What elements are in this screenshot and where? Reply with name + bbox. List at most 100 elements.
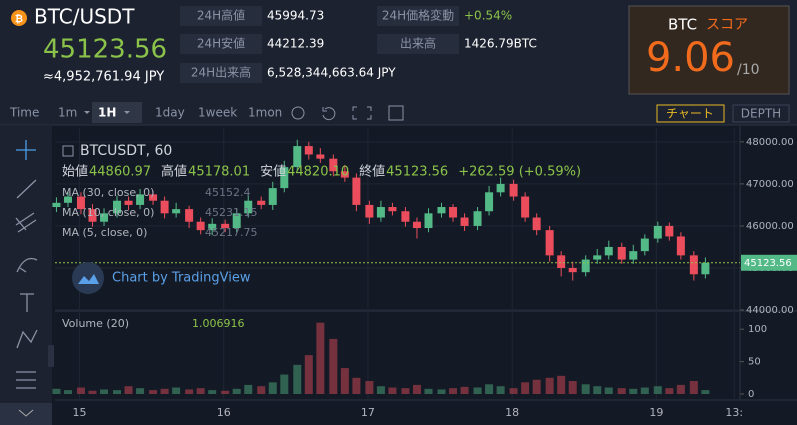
volume-bar: [401, 388, 410, 394]
x-tick-label: 13:: [725, 406, 743, 419]
volume-bar: [257, 386, 266, 394]
candle-body: [593, 255, 602, 260]
ohlc-label: 始値: [62, 164, 88, 180]
candle-body: [557, 255, 566, 268]
sidebar: [0, 126, 52, 425]
candle-body: [185, 209, 194, 222]
ohlc-value: 44820.10: [287, 165, 349, 180]
volume-bar: [268, 382, 277, 394]
volume-bar: [676, 384, 685, 394]
candle-body: [640, 238, 649, 252]
candle-body: [196, 221, 205, 231]
volume-tick-label: 100: [748, 324, 767, 335]
last-price-tag: [741, 254, 797, 271]
volume-bar: [568, 381, 577, 394]
pattern-tool[interactable]: [16, 329, 38, 349]
candle-body: [100, 213, 109, 222]
volume-bar: [437, 389, 446, 394]
volume-bar: [412, 384, 421, 394]
line-tool[interactable]: [16, 179, 37, 199]
brush-tool[interactable]: [16, 257, 38, 273]
volume-bar: [185, 389, 194, 394]
interval[interactable]: 1m: [58, 106, 77, 120]
y-tick-label: 48000.00: [746, 137, 794, 148]
dropdown-caret: [124, 111, 130, 114]
volume-bar: [100, 389, 109, 394]
volume-bar: [124, 386, 133, 394]
candle-body: [412, 221, 421, 229]
volume-bar: [460, 386, 469, 394]
intervals: 1m 1H 1day 1week 1mon: [58, 102, 282, 123]
candle-body: [316, 154, 325, 159]
volume-bar: [172, 387, 181, 394]
volume-bar: [424, 388, 433, 394]
candle-body: [88, 209, 97, 222]
measure-tool[interactable]: [16, 371, 36, 389]
ohlc-label: 安値: [260, 164, 286, 180]
candle-body: [136, 194, 145, 205]
candle-body: [509, 183, 518, 197]
volume-last: 1.006916: [192, 317, 245, 330]
text-tool[interactable]: [20, 293, 34, 312]
stat-value: 45994.73: [267, 9, 324, 23]
y-tick-label: 44000.00: [746, 305, 794, 316]
chart-button[interactable]: チャート: [666, 107, 714, 121]
interval[interactable]: 1week: [198, 106, 237, 120]
dropdown-caret: [84, 111, 90, 114]
candle-body: [473, 211, 482, 226]
interval[interactable]: 1H: [98, 106, 116, 120]
candle-body: [653, 225, 662, 239]
fullscreen-icon[interactable]: [352, 106, 372, 120]
y-tick-label: 47000.00: [746, 179, 794, 190]
candle-body: [257, 200, 266, 205]
candle-body: [496, 183, 505, 193]
watermark-glyph: [78, 274, 99, 284]
undo-icon[interactable]: [322, 107, 336, 121]
crosshair-tool[interactable]: [16, 140, 36, 160]
candle-body: [449, 207, 458, 218]
volume-bar: [221, 390, 230, 394]
indicator-value: 45217.75: [205, 226, 258, 239]
save-icon[interactable]: [388, 105, 404, 121]
volume-bar: [208, 390, 217, 394]
watermark[interactable]: Chart by TradingView: [112, 271, 251, 286]
sidebar-more[interactable]: [0, 403, 52, 425]
candle-body: [244, 200, 253, 214]
candle-body: [63, 196, 72, 203]
candle-body: [532, 217, 541, 231]
y-tick-label: 46000.00: [746, 221, 794, 232]
volume-bar: [280, 374, 289, 394]
sidebar-toggle[interactable]: [48, 345, 54, 367]
candle-body: [268, 188, 277, 205]
volume-name: Volume (20): [62, 317, 129, 330]
plot: 44000.0045000.0046000.0047000.0048000.00…: [52, 128, 797, 419]
candle-body: [485, 192, 494, 212]
price: 45123.56: [43, 35, 167, 65]
depth-button[interactable]: DEPTH: [741, 107, 781, 121]
candle-body: [701, 262, 710, 275]
volume-bar: [293, 364, 302, 394]
settings-icon[interactable]: [291, 106, 305, 120]
chart-button-frame[interactable]: [656, 104, 725, 123]
indicator-name: MA (5, close, 0): [62, 226, 147, 239]
score-coin: BTC: [668, 16, 697, 34]
volume-bar: [629, 388, 638, 394]
interval[interactable]: 1mon: [248, 106, 282, 120]
candle-body: [124, 200, 133, 205]
candle-body: [401, 211, 410, 222]
volume-bar: [521, 382, 530, 394]
candle-body: [424, 213, 433, 229]
volume-bar: [388, 387, 397, 394]
drawing-tools: [15, 140, 38, 389]
volume-bar: [545, 377, 554, 394]
last-price-label: 45123.56: [744, 258, 792, 269]
volume-bar: [581, 384, 590, 394]
interval[interactable]: 1day: [155, 106, 185, 120]
candle-body: [340, 171, 349, 178]
score-label: スコア: [706, 17, 748, 33]
depth-button-frame[interactable]: [732, 104, 790, 123]
fib-tool[interactable]: [15, 212, 37, 233]
stat-label-bg: [180, 34, 262, 54]
indicator-name: MA (30, close, 0): [62, 186, 154, 199]
candle-body: [76, 196, 85, 210]
